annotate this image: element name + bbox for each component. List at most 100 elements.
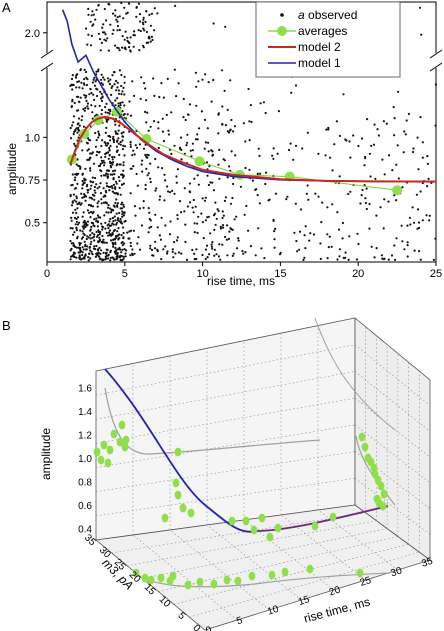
observed-point bbox=[328, 235, 331, 238]
observed-point bbox=[114, 246, 117, 249]
observed-point bbox=[73, 199, 76, 202]
observed-point bbox=[204, 257, 207, 261]
observed-point bbox=[173, 68, 176, 71]
observed-point bbox=[81, 183, 84, 186]
observed-point bbox=[116, 46, 119, 49]
observed-point bbox=[76, 109, 79, 112]
average-point-3d bbox=[268, 570, 276, 580]
observed-point bbox=[140, 163, 143, 166]
observed-point bbox=[95, 230, 98, 233]
observed-point bbox=[210, 243, 213, 246]
observed-point bbox=[95, 113, 98, 116]
observed-point bbox=[215, 253, 218, 256]
observed-point bbox=[133, 205, 137, 208]
observed-point bbox=[70, 184, 73, 187]
observed-point bbox=[273, 230, 276, 233]
observed-point bbox=[89, 167, 92, 170]
observed-point bbox=[387, 258, 390, 261]
observed-point bbox=[88, 252, 91, 255]
observed-point bbox=[101, 83, 105, 86]
observed-point bbox=[90, 204, 93, 207]
observed-point bbox=[157, 166, 160, 169]
observed-point bbox=[113, 156, 116, 159]
observed-point bbox=[87, 107, 90, 110]
observed-point bbox=[75, 86, 78, 89]
observed-point bbox=[419, 258, 422, 261]
observed-point bbox=[106, 206, 110, 209]
y-tick-label-b: 5 bbox=[176, 610, 188, 622]
observed-point bbox=[109, 239, 113, 242]
observed-point bbox=[209, 232, 212, 235]
observed-point bbox=[117, 176, 120, 179]
observed-point bbox=[218, 243, 221, 246]
observed-point bbox=[161, 167, 164, 170]
observed-point bbox=[409, 223, 412, 226]
observed-point bbox=[102, 76, 105, 79]
observed-point bbox=[397, 177, 400, 180]
observed-point bbox=[118, 186, 121, 189]
observed-point bbox=[84, 106, 87, 110]
observed-point bbox=[112, 220, 115, 223]
observed-point bbox=[97, 68, 100, 71]
observed-point bbox=[72, 251, 75, 254]
observed-point bbox=[89, 169, 92, 172]
observed-point bbox=[103, 141, 106, 144]
observed-point bbox=[77, 126, 80, 129]
observed-point bbox=[82, 108, 85, 111]
observed-point bbox=[111, 216, 114, 220]
observed-point bbox=[129, 36, 132, 39]
observed-point bbox=[177, 251, 180, 254]
observed-point bbox=[70, 204, 74, 207]
observed-point bbox=[77, 164, 80, 167]
observed-point bbox=[321, 201, 324, 204]
observed-point bbox=[69, 193, 72, 197]
observed-point bbox=[111, 233, 114, 236]
observed-point bbox=[111, 173, 114, 176]
observed-point bbox=[100, 222, 103, 225]
observed-point bbox=[145, 41, 148, 45]
observed-point bbox=[73, 231, 76, 234]
observed-point bbox=[103, 31, 106, 34]
observed-point bbox=[115, 204, 119, 207]
observed-point bbox=[89, 187, 92, 190]
observed-point bbox=[226, 224, 229, 227]
observed-point bbox=[175, 175, 178, 178]
observed-point bbox=[122, 236, 125, 239]
observed-point bbox=[158, 198, 161, 201]
observed-point bbox=[341, 221, 344, 225]
observed-point bbox=[93, 233, 96, 236]
observed-point bbox=[213, 248, 216, 251]
observed-point bbox=[210, 245, 213, 248]
observed-point bbox=[201, 197, 204, 200]
observed-point bbox=[86, 149, 89, 152]
observed-point bbox=[81, 196, 84, 199]
legend-model1-label: model 1 bbox=[298, 56, 341, 70]
observed-point bbox=[87, 189, 90, 192]
observed-point bbox=[88, 245, 91, 249]
observed-point bbox=[272, 219, 275, 222]
observed-point bbox=[166, 185, 169, 188]
observed-point bbox=[361, 137, 364, 140]
observed-point bbox=[105, 211, 108, 214]
observed-point bbox=[247, 87, 250, 91]
observed-point bbox=[107, 49, 110, 52]
observed-point bbox=[180, 158, 183, 161]
observed-point bbox=[129, 254, 132, 257]
observed-point bbox=[363, 164, 366, 167]
observed-point bbox=[115, 223, 118, 226]
observed-point bbox=[97, 151, 101, 154]
observed-point bbox=[69, 137, 73, 140]
observed-point bbox=[100, 240, 103, 244]
observed-point bbox=[182, 97, 185, 101]
observed-point bbox=[74, 173, 77, 176]
average-point-3d bbox=[274, 523, 282, 533]
observed-point bbox=[81, 172, 84, 175]
observed-point bbox=[121, 135, 124, 138]
observed-point bbox=[204, 73, 207, 76]
grid-line-3d bbox=[169, 529, 270, 611]
observed-point bbox=[228, 230, 231, 233]
grid-line-3d bbox=[132, 534, 238, 621]
observed-point bbox=[337, 228, 341, 231]
observed-point bbox=[90, 221, 93, 224]
observed-point bbox=[107, 108, 110, 111]
